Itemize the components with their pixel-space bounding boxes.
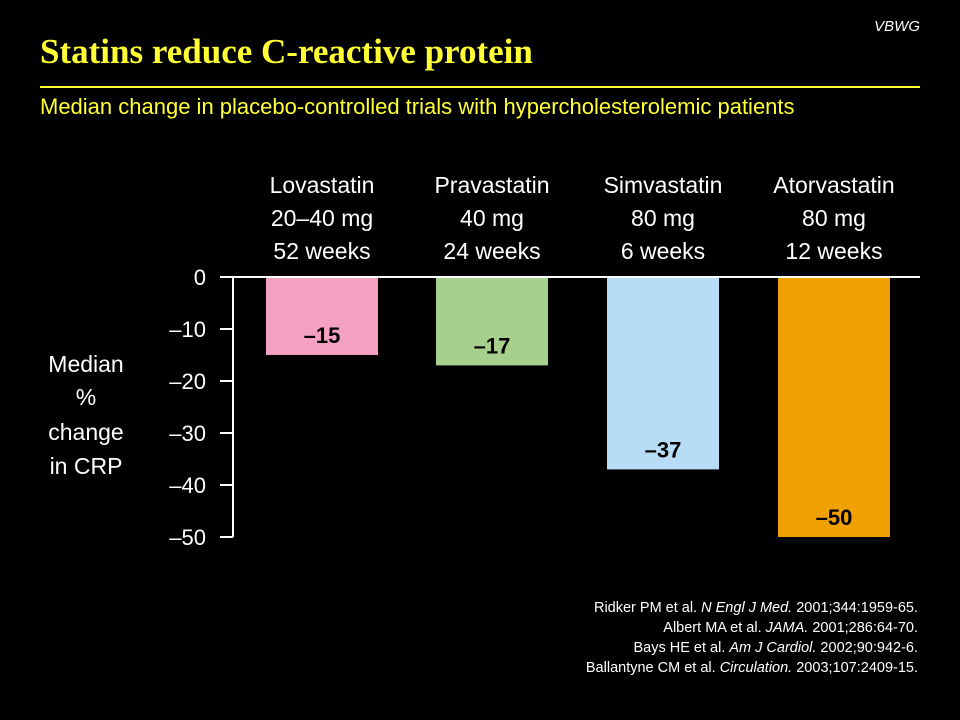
y-tick-label: 0: [194, 265, 206, 290]
category-label-line: 52 weeks: [273, 238, 370, 264]
bar: [607, 278, 719, 470]
y-axis-label-line: %: [76, 384, 96, 410]
category-label-line: 24 weeks: [443, 238, 540, 264]
reference-item: Bays HE et al. Am J Cardiol. 2002;90:942…: [633, 640, 918, 656]
reference-item: Ridker PM et al. N Engl J Med. 2001;344:…: [593, 600, 918, 616]
y-tick-label: –40: [169, 473, 206, 498]
bar-value-label: –37: [645, 437, 682, 462]
category-label-line: Lovastatin: [270, 172, 375, 198]
slide-subtitle: Median change in placebo-controlled tria…: [40, 94, 795, 119]
y-axis-label-line: in CRP: [50, 453, 123, 479]
bar: [778, 278, 890, 537]
category-label-line: Simvastatin: [604, 172, 723, 198]
bar: [266, 278, 378, 355]
category-label-line: 40 mg: [460, 205, 524, 231]
category-label-line: Pravastatin: [434, 172, 549, 198]
y-tick-label: –50: [169, 525, 206, 550]
category-label-line: Atorvastatin: [773, 172, 894, 198]
y-tick-label: –20: [169, 369, 206, 394]
bar-value-label: –50: [816, 505, 853, 530]
bar-value-label: –15: [304, 323, 341, 348]
slide-title: Statins reduce C-reactive protein: [40, 32, 533, 71]
brand-label: VBWG: [874, 18, 920, 35]
category-label-line: 12 weeks: [785, 238, 882, 264]
category-label-line: 20–40 mg: [271, 205, 373, 231]
y-tick-label: –30: [169, 421, 206, 446]
y-axis-label-line: change: [48, 419, 123, 445]
category-label-line: 80 mg: [631, 205, 695, 231]
reference-item: Albert MA et al. JAMA. 2001;286:64-70.: [663, 620, 918, 636]
reference-item: Ballantyne CM et al. Circulation. 2003;1…: [585, 660, 918, 676]
references: Ridker PM et al. N Engl J Med. 2001;344:…: [586, 598, 918, 678]
bar: [436, 278, 548, 366]
y-axis-label-line: Median: [48, 351, 123, 377]
bar-value-label: –17: [474, 333, 511, 358]
y-tick-label: –10: [169, 317, 206, 342]
category-label-line: 80 mg: [802, 205, 866, 231]
title-divider: [40, 86, 920, 88]
category-label-line: 6 weeks: [621, 238, 705, 264]
